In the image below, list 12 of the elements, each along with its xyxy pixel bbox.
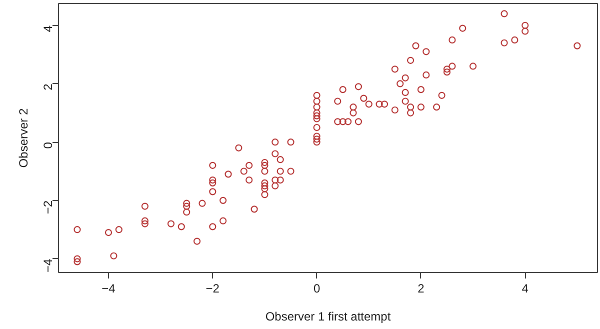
x-tick-label: −2 (206, 282, 220, 296)
x-tick-label: 0 (313, 282, 320, 296)
x-tick-label: 2 (418, 282, 425, 296)
x-tick-label: −4 (102, 282, 116, 296)
y-tick-label: 4 (41, 25, 55, 32)
y-tick-label: 2 (41, 83, 55, 90)
y-tick-label: −4 (41, 258, 55, 272)
x-axis-title: Observer 1 first attempt (265, 310, 392, 324)
x-tick-label: 4 (522, 282, 529, 296)
y-tick-label: −2 (41, 200, 55, 214)
y-tick-label: 0 (41, 142, 55, 149)
y-axis-title: Observer 2 (16, 108, 30, 168)
